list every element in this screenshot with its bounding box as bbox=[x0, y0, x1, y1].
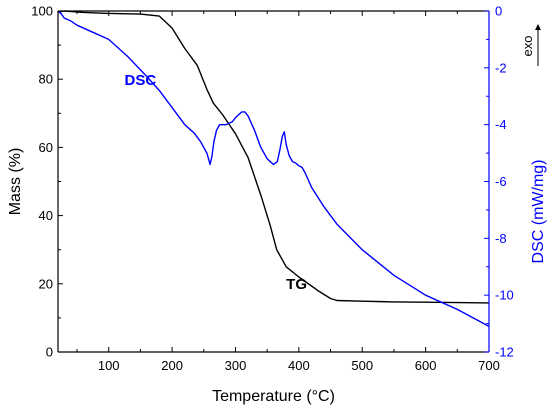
x-tick-label: 100 bbox=[98, 358, 120, 373]
x-tick-label: 300 bbox=[225, 358, 247, 373]
series-label-dsc: DSC bbox=[125, 72, 157, 89]
series-line-dsc bbox=[57, 10, 490, 328]
y-right-tick-label: 0 bbox=[495, 4, 502, 19]
axes-group: 0 20 40 60 80 100 100 200 300 400 500 600 700 0 -2 -4 -6… bbox=[31, 4, 514, 374]
exo-label: exo bbox=[520, 36, 535, 57]
y-right-tick-label: -4 bbox=[495, 117, 507, 132]
y-left-tick-label: 100 bbox=[31, 4, 53, 19]
series-line-tg bbox=[57, 10, 490, 304]
x-tick-label: 200 bbox=[161, 358, 183, 373]
y-right-tick-label: -2 bbox=[495, 60, 507, 75]
y-axis-right-title: DSC (mW/mg) bbox=[530, 160, 547, 264]
y-left-tick-label: 20 bbox=[39, 276, 53, 291]
x-tick-label: 500 bbox=[351, 358, 373, 373]
x-tick-label: 600 bbox=[415, 358, 437, 373]
exo-arrow-head bbox=[535, 24, 541, 30]
y-left-tick-label: 60 bbox=[39, 140, 53, 155]
series-label-tg: TG bbox=[286, 276, 307, 293]
y-right-tick-label: -8 bbox=[495, 231, 507, 246]
y-right-tick-label: -10 bbox=[495, 288, 514, 303]
y-right-tick-label: -12 bbox=[495, 345, 514, 360]
y-right-tick-label: -6 bbox=[495, 174, 507, 189]
y-left-tick-label: 80 bbox=[39, 72, 53, 87]
y-left-tick-label: 0 bbox=[46, 345, 53, 360]
y-axis-left-title: Mass (%) bbox=[7, 148, 24, 216]
x-axis-title: Temperature (°C) bbox=[212, 388, 335, 405]
labels-group: TG DSC Temperature (°C) Mass (%) DSC (mW/mg)… bbox=[7, 24, 547, 405]
x-tick-label: 400 bbox=[288, 358, 310, 373]
y-left-tick-label: 40 bbox=[39, 208, 53, 223]
series-group bbox=[57, 10, 490, 328]
x-tick-label: 700 bbox=[478, 358, 500, 373]
